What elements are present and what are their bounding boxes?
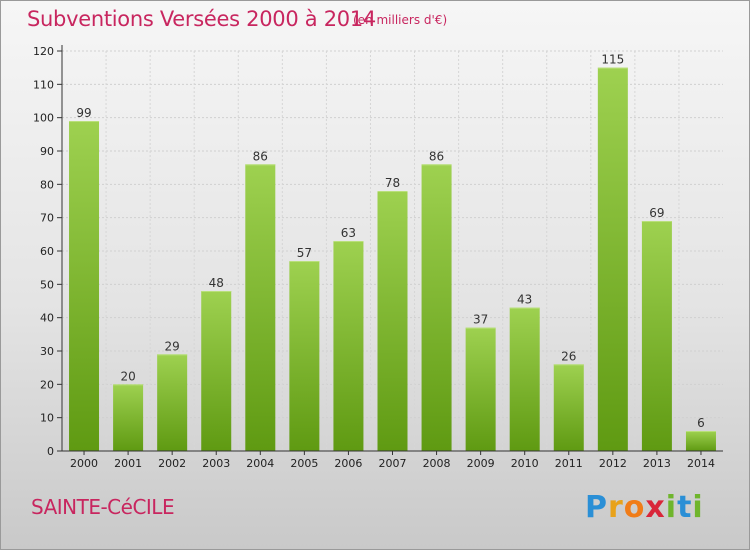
data-label: 20 (120, 369, 135, 383)
bar-2010 (509, 307, 540, 451)
y-tick-label: 100 (33, 112, 54, 125)
data-label: 37 (473, 313, 488, 327)
data-label: 6 (697, 416, 705, 430)
data-label: 86 (429, 149, 444, 163)
chart-subtitle: (en milliers d'€) (353, 13, 448, 27)
bar-2014 (685, 431, 716, 451)
bar-2012 (597, 67, 628, 452)
x-tick-label: 2004 (246, 457, 274, 470)
svg-text:Proxiti: Proxiti (585, 490, 704, 525)
x-tick-label: 2007 (379, 457, 407, 470)
proxiti-logo: Proxiti (585, 490, 704, 525)
y-tick-label: 60 (40, 245, 54, 258)
town-name: SAINTE-CéCILE (31, 495, 175, 519)
data-label: 63 (341, 226, 356, 240)
bar-2009 (465, 327, 496, 451)
bar-2003 (201, 291, 232, 451)
data-label: 78 (385, 176, 400, 190)
data-label: 43 (517, 293, 532, 307)
data-label: 115 (601, 53, 624, 67)
bar-2006 (333, 241, 364, 451)
y-tick-label: 110 (33, 78, 54, 91)
x-tick-label: 2012 (599, 457, 627, 470)
y-tick-label: 70 (40, 212, 54, 225)
x-tick-label: 2009 (467, 457, 495, 470)
x-tick-label: 2006 (334, 457, 362, 470)
data-label: 48 (209, 276, 224, 290)
y-tick-label: 50 (40, 278, 54, 291)
x-tick-label: 2005 (290, 457, 318, 470)
bar-2011 (553, 364, 584, 451)
x-tick-label: 2010 (511, 457, 539, 470)
y-tick-label: 40 (40, 312, 54, 325)
bar-2008 (421, 164, 452, 452)
data-label: 57 (297, 246, 312, 260)
chart-title: Subventions Versées 2000 à 2014 (27, 7, 376, 31)
bar-2007 (377, 191, 408, 451)
bar-2002 (157, 354, 188, 451)
x-tick-label: 2001 (114, 457, 142, 470)
bar-2001 (113, 384, 144, 451)
data-label: 26 (561, 349, 576, 363)
y-tick-label: 20 (40, 378, 54, 391)
y-tick-label: 0 (47, 445, 54, 458)
y-tick-label: 90 (40, 145, 54, 158)
bar-2013 (641, 221, 672, 451)
y-tick-label: 30 (40, 345, 54, 358)
x-tick-label: 2014 (687, 457, 715, 470)
bar-2000 (69, 121, 100, 451)
bar-2004 (245, 164, 276, 452)
x-tick-label: 2003 (202, 457, 230, 470)
x-tick-label: 2013 (643, 457, 671, 470)
bar-2005 (289, 261, 320, 451)
y-tick-label: 80 (40, 178, 54, 191)
data-label: 29 (165, 339, 180, 353)
x-tick-label: 2000 (70, 457, 98, 470)
y-tick-label: 10 (40, 412, 54, 425)
x-tick-label: 2002 (158, 457, 186, 470)
data-label: 86 (253, 149, 268, 163)
data-label: 99 (76, 106, 91, 120)
x-tick-label: 2008 (423, 457, 451, 470)
y-tick-label: 120 (33, 45, 54, 58)
data-label: 69 (649, 206, 664, 220)
x-tick-label: 2011 (555, 457, 583, 470)
